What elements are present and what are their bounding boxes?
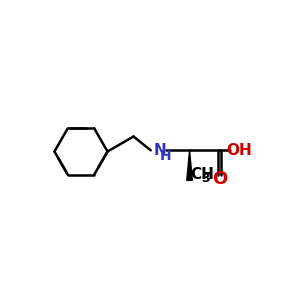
Text: O: O [212, 170, 227, 188]
Text: H: H [160, 149, 172, 163]
Text: OH: OH [226, 143, 252, 158]
Text: 3: 3 [202, 172, 210, 185]
Text: N: N [153, 143, 166, 158]
Polygon shape [187, 150, 192, 180]
Text: CH: CH [191, 167, 214, 182]
